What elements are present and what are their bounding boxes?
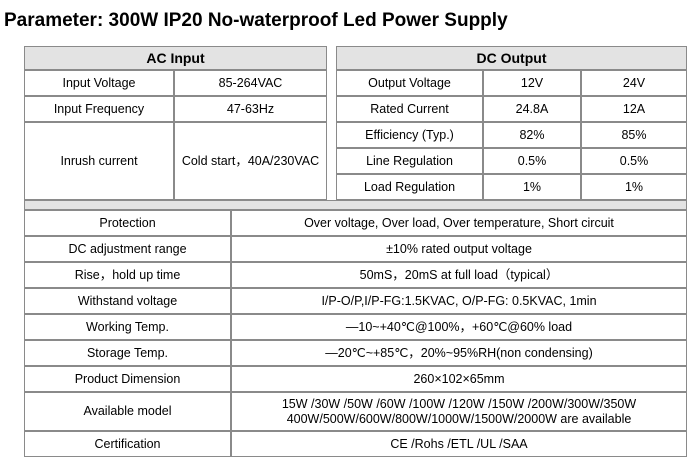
load-regulation-label: Load Regulation <box>336 174 483 200</box>
available-model-line-2: 400W/500W/600W/800W/1000W/1500W/2000W ar… <box>286 411 632 426</box>
ac-input-header: AC Input <box>24 46 327 70</box>
rated-current-24v: 12A <box>581 96 687 122</box>
page-title: Parameter: 300W IP20 No-waterproof Led P… <box>4 10 508 31</box>
load-regulation-24v: 1% <box>581 174 687 200</box>
inrush-current-value: Cold start，40A/230VAC <box>174 122 327 200</box>
certification-label: Certification <box>24 431 231 457</box>
input-voltage-value: 85-264VAC <box>174 70 327 96</box>
storage-temp-value: —20℃~+85℃，20%~95%RH(non condensing) <box>231 340 687 366</box>
spec-table: AC Input Input Voltage 85-264VAC Input F… <box>24 46 687 457</box>
line-regulation-label: Line Regulation <box>336 148 483 174</box>
protection-label: Protection <box>24 210 231 236</box>
dc-output-header: DC Output <box>336 46 687 70</box>
product-dimension-label: Product Dimension <box>24 366 231 392</box>
inrush-current-label: Inrush current <box>24 122 174 200</box>
storage-temp-label: Storage Temp. <box>24 340 231 366</box>
dc-adjustment-label: DC adjustment range <box>24 236 231 262</box>
withstand-voltage-value: I/P-O/P,I/P-FG:1.5KVAC, O/P-FG: 0.5KVAC,… <box>231 288 687 314</box>
rated-current-label: Rated Current <box>336 96 483 122</box>
product-dimension-value: 260×102×65mm <box>231 366 687 392</box>
withstand-voltage-label: Withstand voltage <box>24 288 231 314</box>
output-voltage-label: Output Voltage <box>336 70 483 96</box>
efficiency-24v: 85% <box>581 122 687 148</box>
available-model-value: 15W /30W /50W /60W /100W /120W /150W /20… <box>231 392 687 431</box>
load-regulation-12v: 1% <box>483 174 581 200</box>
input-frequency-value: 47-63Hz <box>174 96 327 122</box>
output-voltage-12v: 12V <box>483 70 581 96</box>
efficiency-12v: 82% <box>483 122 581 148</box>
available-model-label: Available model <box>24 392 231 431</box>
input-frequency-label: Input Frequency <box>24 96 174 122</box>
line-regulation-12v: 0.5% <box>483 148 581 174</box>
rise-hold-value: 50mS，20mS at full load（typical） <box>231 262 687 288</box>
output-voltage-24v: 24V <box>581 70 687 96</box>
rise-hold-label: Rise，hold up time <box>24 262 231 288</box>
section-separator <box>24 200 687 210</box>
rated-current-12v: 24.8A <box>483 96 581 122</box>
line-regulation-24v: 0.5% <box>581 148 687 174</box>
working-temp-value: —10~+40℃@100%，+60℃@60% load <box>231 314 687 340</box>
available-model-line-1: 15W /30W /50W /60W /100W /120W /150W /20… <box>281 396 637 411</box>
protection-value: Over voltage, Over load, Over temperatur… <box>231 210 687 236</box>
working-temp-label: Working Temp. <box>24 314 231 340</box>
efficiency-label: Efficiency (Typ.) <box>336 122 483 148</box>
dc-adjustment-value: ±10% rated output voltage <box>231 236 687 262</box>
certification-value: CE /Rohs /ETL /UL /SAA <box>231 431 687 457</box>
input-voltage-label: Input Voltage <box>24 70 174 96</box>
